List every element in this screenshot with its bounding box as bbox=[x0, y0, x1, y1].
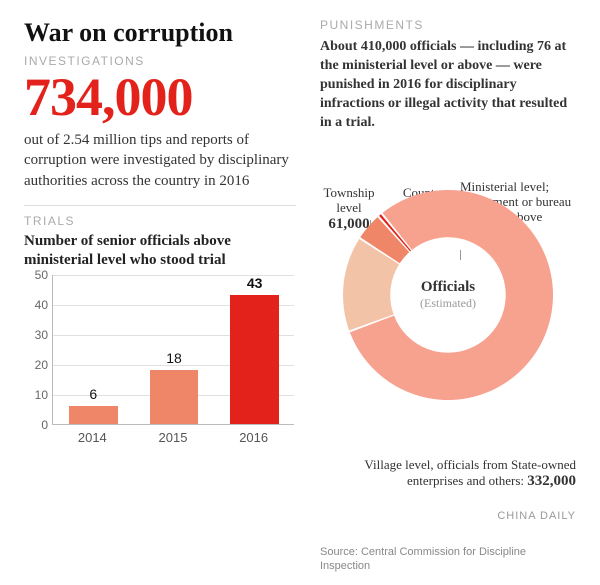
bar-value-label: 18 bbox=[150, 350, 198, 366]
divider bbox=[24, 205, 296, 206]
y-tick-label: 30 bbox=[24, 328, 48, 342]
donut-center-sub: (Estimated) bbox=[420, 296, 476, 311]
y-tick-label: 40 bbox=[24, 298, 48, 312]
brand-label: CHINA DAILY bbox=[497, 510, 576, 522]
page-title: War on corruption bbox=[24, 18, 296, 48]
investigations-text: out of 2.54 million tips and reports of … bbox=[24, 130, 296, 191]
trials-bar-chart: 61843 01020304050201420152016 bbox=[24, 275, 294, 445]
bar-value-label: 6 bbox=[69, 386, 117, 402]
trials-subhead: Number of senior officials above ministe… bbox=[24, 232, 296, 270]
punishments-chart-area: Township level 61,000 County level 18,00… bbox=[320, 180, 576, 460]
section-punishments: PUNISHMENTS bbox=[320, 18, 576, 32]
y-tick-label: 0 bbox=[24, 418, 48, 432]
bar-value-label: 43 bbox=[230, 275, 278, 291]
donut-center-label: Officials bbox=[420, 279, 476, 296]
bar: 43 bbox=[230, 295, 278, 424]
y-tick-label: 50 bbox=[24, 268, 48, 282]
section-trials: TRIALS bbox=[24, 214, 296, 228]
bar: 6 bbox=[69, 406, 117, 424]
section-investigations: INVESTIGATIONS bbox=[24, 54, 296, 68]
slice-village-value: 332,000 bbox=[527, 473, 576, 489]
x-tick-label: 2015 bbox=[133, 430, 214, 445]
y-tick-label: 20 bbox=[24, 358, 48, 372]
bar: 18 bbox=[150, 370, 198, 424]
x-tick-label: 2016 bbox=[213, 430, 294, 445]
x-tick-label: 2014 bbox=[52, 430, 133, 445]
investigations-number: 734,000 bbox=[24, 70, 296, 124]
y-tick-label: 10 bbox=[24, 388, 48, 402]
source-text: Source: Central Commission for Disciplin… bbox=[320, 545, 576, 574]
punishments-text: About 410,000 officials — including 76 a… bbox=[320, 38, 576, 132]
